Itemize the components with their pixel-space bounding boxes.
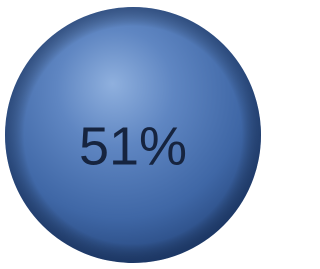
percent-label: 51% bbox=[79, 116, 187, 176]
sphere-graphic: 51% bbox=[0, 0, 266, 269]
page: {"label": "51%"} 51% (() => { const data… bbox=[0, 0, 266, 269]
